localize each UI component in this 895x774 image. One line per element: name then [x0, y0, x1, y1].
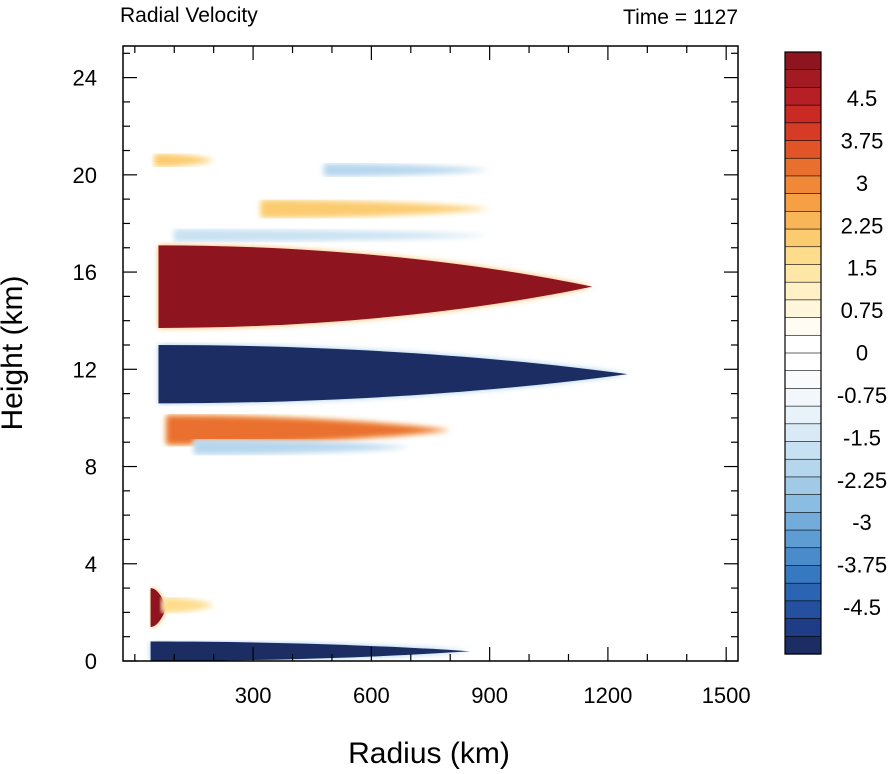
colorbar-box: [784, 211, 822, 230]
y-tick-label: 12: [73, 357, 97, 382]
outflow-band: [166, 415, 451, 445]
colorbar-box: [784, 388, 822, 407]
y-tick-label: 20: [73, 163, 97, 188]
outflow-band: [158, 245, 593, 328]
y-tick-label: 8: [85, 455, 97, 480]
colorbar-box: [784, 140, 822, 159]
colorbar-label: 2.25: [841, 213, 884, 238]
colorbar-box: [784, 299, 822, 319]
colorbar-box: [784, 246, 822, 266]
y-tick-label: 16: [73, 260, 97, 285]
x-tick-label: 1500: [702, 683, 751, 708]
colorbar-box: [784, 476, 822, 496]
y-tick-label: 24: [73, 66, 97, 91]
velocity-field: [150, 154, 628, 661]
colorbar-box: [784, 122, 822, 142]
chart-title-right: Time = 1127: [623, 6, 738, 29]
inflow-band: [193, 439, 411, 455]
inflow-band: [324, 163, 490, 177]
colorbar-label: -4.5: [843, 595, 881, 620]
outflow-band: [154, 154, 214, 167]
colorbar-box: [784, 264, 822, 283]
colorbar-box: [784, 635, 822, 655]
colorbar-label: 1.5: [847, 256, 878, 281]
colorbar-box: [784, 193, 822, 212]
colorbar-box: [784, 423, 822, 443]
colorbar-box: [784, 87, 822, 106]
y-tick-label: 4: [85, 552, 97, 577]
outflow-band: [162, 597, 214, 613]
colorbar-box: [784, 405, 822, 425]
colorbar-box: [784, 618, 822, 637]
inflow-band: [158, 344, 628, 404]
y-tick-label: 0: [85, 649, 97, 674]
x-tick-label: 600: [353, 683, 390, 708]
colorbar-box: [784, 69, 822, 89]
x-tick-label: 900: [471, 683, 508, 708]
colorbar-box: [784, 600, 822, 620]
outflow-band: [150, 588, 167, 627]
colorbar-box: [784, 281, 822, 301]
inflow-band: [150, 641, 470, 661]
colorbar-label: 0: [856, 341, 868, 366]
colorbar-box: [784, 582, 822, 602]
colorbar-box: [784, 547, 822, 567]
colorbar-label: 4.5: [847, 86, 878, 111]
chart-title-left: Radial Velocity: [120, 4, 258, 27]
colorbar-label: -2.25: [837, 468, 887, 493]
colorbar-label: -3.75: [837, 553, 887, 578]
colorbar-box: [784, 565, 822, 584]
colorbar-box: [784, 370, 822, 390]
colorbar-box: [784, 334, 822, 354]
colorbar-box: [784, 529, 822, 549]
colorbar-label: -1.5: [843, 425, 881, 450]
colorbar-label: -3: [852, 510, 872, 535]
colorbar-box: [784, 317, 822, 336]
plot-frame: [122, 45, 739, 662]
colorbar-box: [784, 441, 822, 460]
colorbar-box: [784, 51, 822, 71]
colorbar-label: -0.75: [837, 383, 887, 408]
x-axis: 300 600 900 1200 1500: [134, 46, 751, 708]
outflow-band: [260, 200, 490, 218]
x-tick-label: 300: [235, 683, 272, 708]
colorbar-box: [784, 352, 822, 372]
colorbar-box: [784, 458, 822, 478]
colorbar-box: [784, 104, 822, 124]
x-tick-label: 1200: [583, 683, 632, 708]
colorbar-box: [784, 494, 822, 513]
y-axis-label: Height (km): [0, 275, 29, 430]
y-axis: 0 4 8 12 16 20 24: [73, 52, 738, 674]
colorbar-label: 0.75: [841, 298, 884, 323]
colorbar: 4.5 3.75 3 2.25 1.5 0.75 0 -0.75 -1.5 -2.25 -3 -3.7…: [784, 51, 887, 655]
colorbar-label: 3.75: [841, 128, 884, 153]
colorbar-frame: [784, 51, 822, 655]
colorbar-box: [784, 512, 822, 531]
x-axis-label: Radius (km): [348, 737, 510, 770]
colorbar-box: [784, 157, 822, 177]
inflow-band: [174, 229, 490, 242]
colorbar-box: [784, 175, 822, 195]
colorbar-label: 3: [856, 171, 868, 196]
colorbar-box: [784, 228, 822, 248]
